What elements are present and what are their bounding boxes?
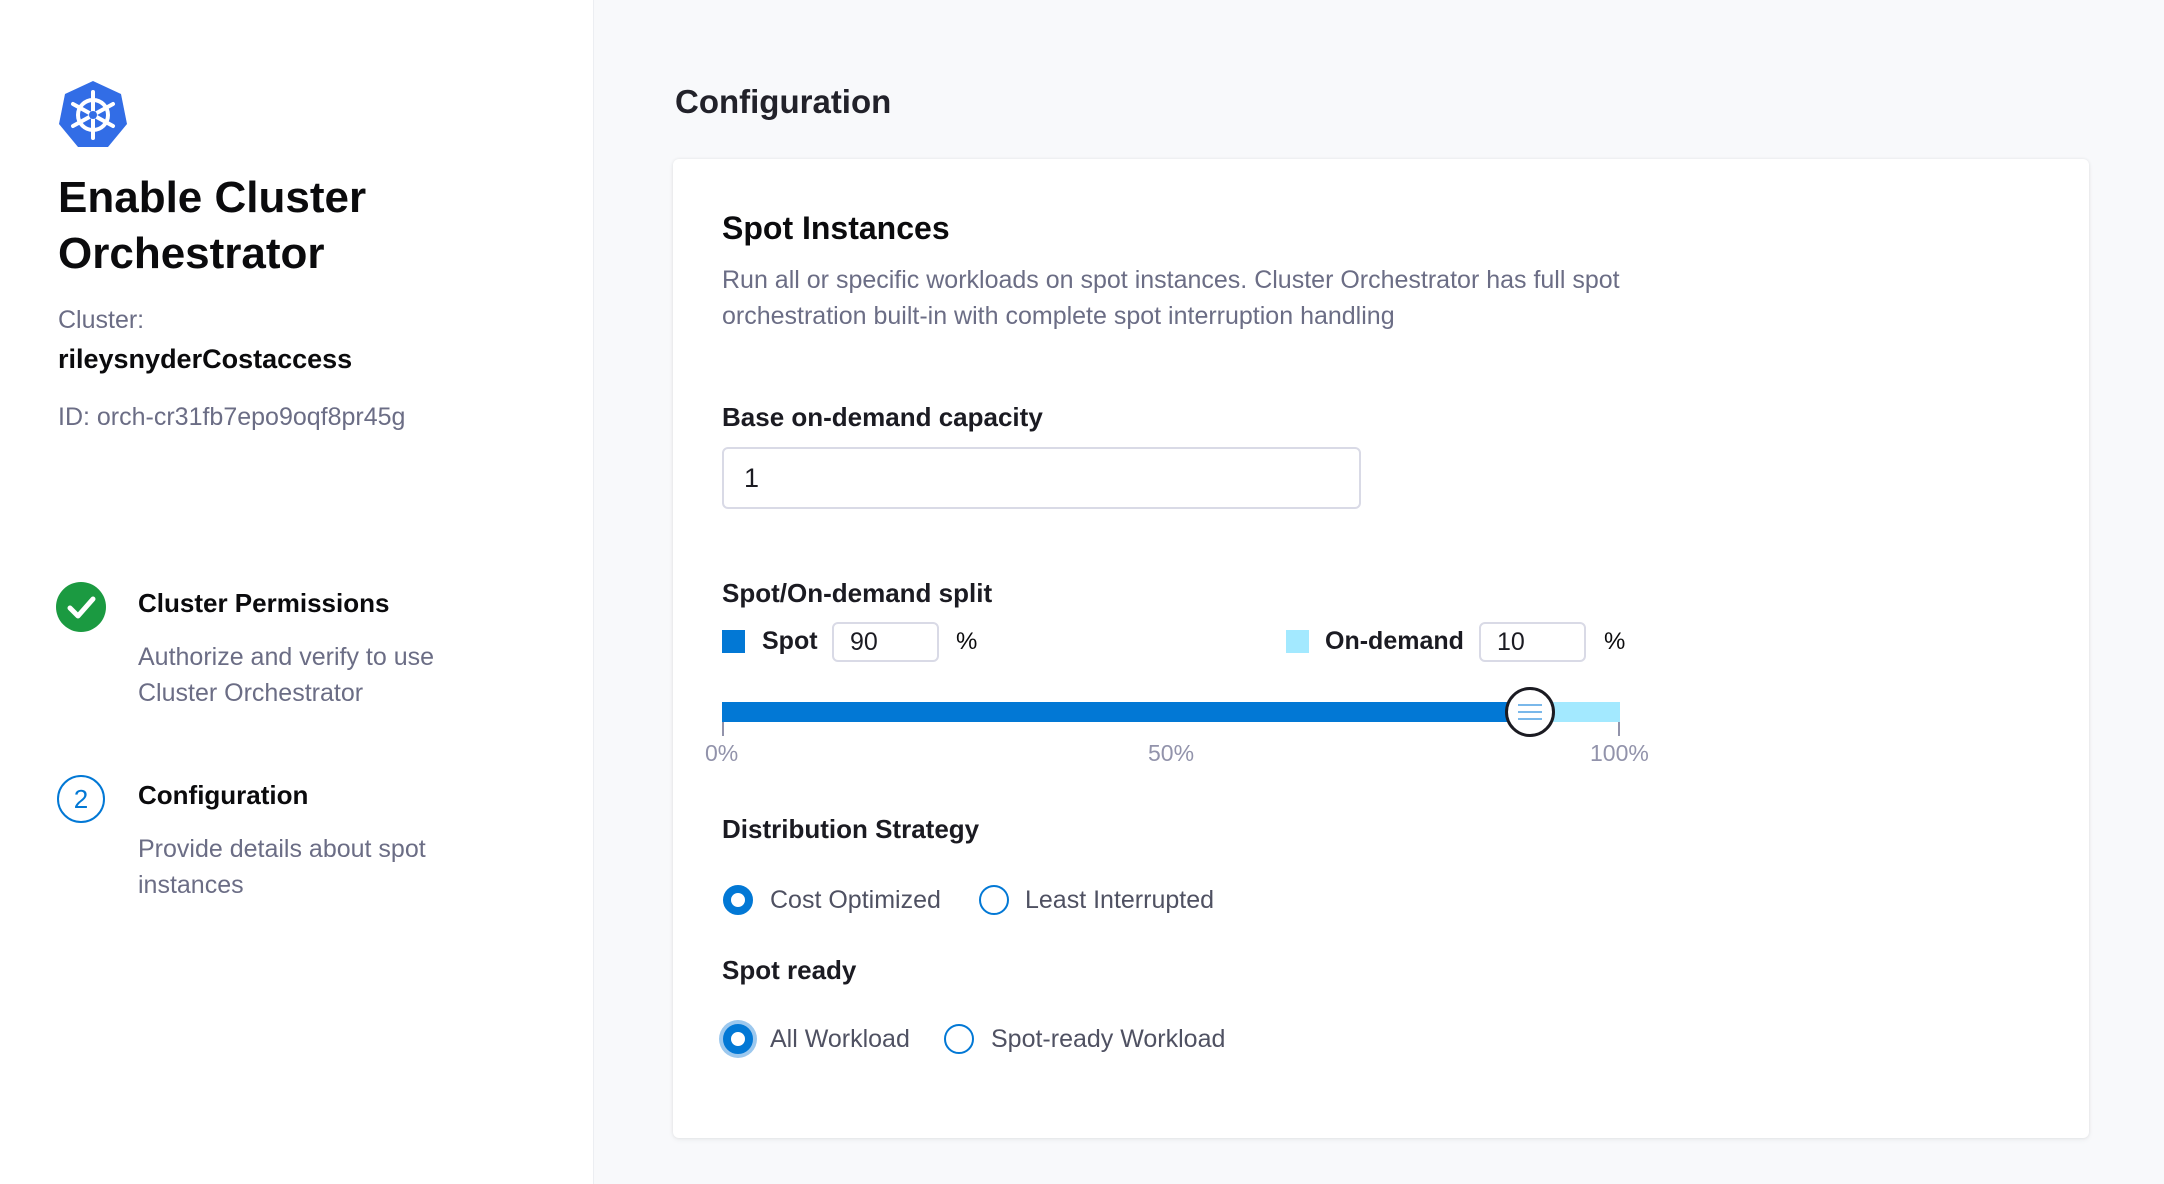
step-configuration[interactable]: Configuration [138,780,309,810]
ondemand-legend-swatch [1286,630,1309,653]
step-desc: Provide details about spot instances [138,835,426,899]
tick-mark [1618,722,1620,736]
ondemand-unit: % [1604,628,1626,655]
cluster-name: rileysnyderCostaccess [58,344,353,374]
spot-ready-label: Spot ready [722,955,857,985]
section-heading: Configuration [675,83,892,120]
radio-label[interactable]: Cost Optimized [770,886,941,914]
split-slider-track[interactable] [722,702,1620,722]
step-cluster-permissions[interactable]: Cluster Permissions [138,588,390,618]
tick-label-100: 100% [1590,740,1649,766]
base-capacity-input[interactable]: 1 [722,447,1361,509]
cluster-id: ID: orch-cr31fb7epo9oqf8pr45g [58,403,406,431]
sidebar: Enable Cluster Orchestrator Cluster: ril… [0,0,593,1184]
base-capacity-label: Base on-demand capacity [722,402,1043,432]
step-desc: Authorize and verify to use Cluster Orch… [138,643,434,707]
spot-unit: % [956,628,978,655]
radio-cost-optimized[interactable] [723,885,753,915]
step-number-badge: 2 [57,775,105,823]
radio-least-interrupted[interactable] [979,885,1009,915]
radio-all-workload[interactable] [723,1024,753,1054]
split-label: Spot/On-demand split [722,578,993,608]
radio-spot-ready-workload[interactable] [944,1024,974,1054]
tick-label-0: 0% [705,740,739,766]
ondemand-percent-input[interactable]: 10 [1479,622,1586,662]
spot-percent-input[interactable]: 90 [832,622,939,662]
distribution-label: Distribution Strategy [722,814,980,844]
cluster-label: Cluster: [58,306,145,334]
radio-label[interactable]: Least Interrupted [1025,886,1215,914]
spot-fill [722,702,1531,722]
tick-label-50: 50% [1148,740,1195,766]
ondemand-label: On-demand [1325,627,1464,655]
tick-mark [722,722,724,736]
radio-label[interactable]: All Workload [770,1025,910,1053]
kubernetes-icon [59,81,127,147]
spot-legend-swatch [722,630,745,653]
spot-label: Spot [762,627,818,655]
radio-label[interactable]: Spot-ready Workload [991,1025,1226,1053]
card-title: Spot Instances [722,210,950,246]
check-icon [56,582,106,632]
slider-handle[interactable] [1505,687,1556,737]
card-description: Run all or specific workloads on spot in… [722,266,1620,330]
page-title: Enable Cluster Orchestrator [58,173,367,278]
